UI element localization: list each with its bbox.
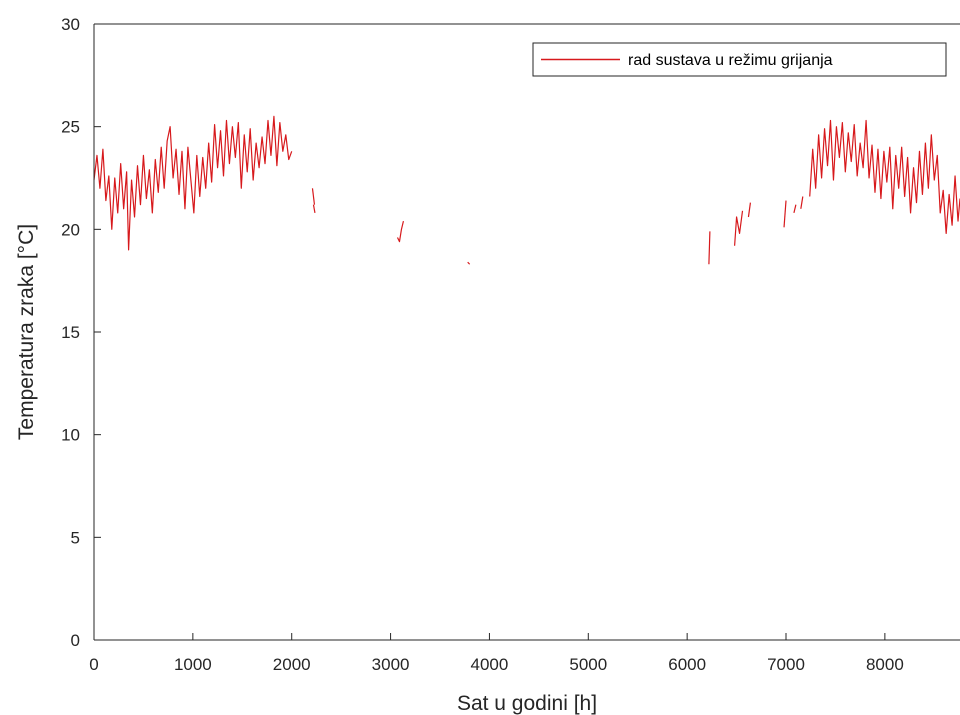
series-line-segment: [800, 196, 804, 209]
x-tick-label: 3000: [372, 655, 410, 674]
y-axis-label: Temperatura zraka [°C]: [15, 224, 38, 440]
series-line-segment: [312, 204, 316, 214]
y-tick-label: 10: [61, 426, 80, 445]
series-line-segment: [793, 204, 797, 214]
x-tick-label: 6000: [668, 655, 706, 674]
series-line-segment: [467, 261, 471, 265]
plot-background: [94, 24, 960, 640]
legend-label: rad sustava u režimu grijanja: [628, 52, 833, 69]
x-tick-label: 4000: [471, 655, 509, 674]
series-line-segment: [747, 202, 752, 218]
x-axis-label: Sat u godini [h]: [457, 692, 597, 715]
y-tick-label: 5: [71, 528, 80, 547]
series-line-segment: [311, 188, 316, 205]
x-tick-label: 0: [89, 655, 98, 674]
y-tick-label: 20: [61, 220, 80, 239]
y-tick-label: 25: [61, 118, 80, 137]
x-tick-label: 7000: [767, 655, 805, 674]
series-line-segment: [809, 119, 960, 235]
legend: rad sustava u režimu grijanja: [532, 42, 947, 77]
series-line-segment: [783, 200, 787, 228]
series-line-segment: [708, 231, 711, 265]
y-tick-label: 15: [61, 323, 80, 342]
series-line-segment: [93, 115, 293, 251]
x-tick-label: 1000: [174, 655, 212, 674]
y-tick-label: 0: [71, 631, 80, 650]
series-line-segment: [396, 220, 405, 243]
series-line-segment: [734, 210, 744, 246]
series-layer: [93, 115, 960, 265]
y-tick-label: 30: [61, 15, 80, 34]
x-tick-label: 8000: [866, 655, 904, 674]
ticks-layer: 0 1000 2000 3000 4000 5000 6000 7000 8000 0 5 10 15 2…: [61, 15, 904, 674]
x-tick-label: 5000: [569, 655, 607, 674]
x-tick-label: 2000: [273, 655, 311, 674]
